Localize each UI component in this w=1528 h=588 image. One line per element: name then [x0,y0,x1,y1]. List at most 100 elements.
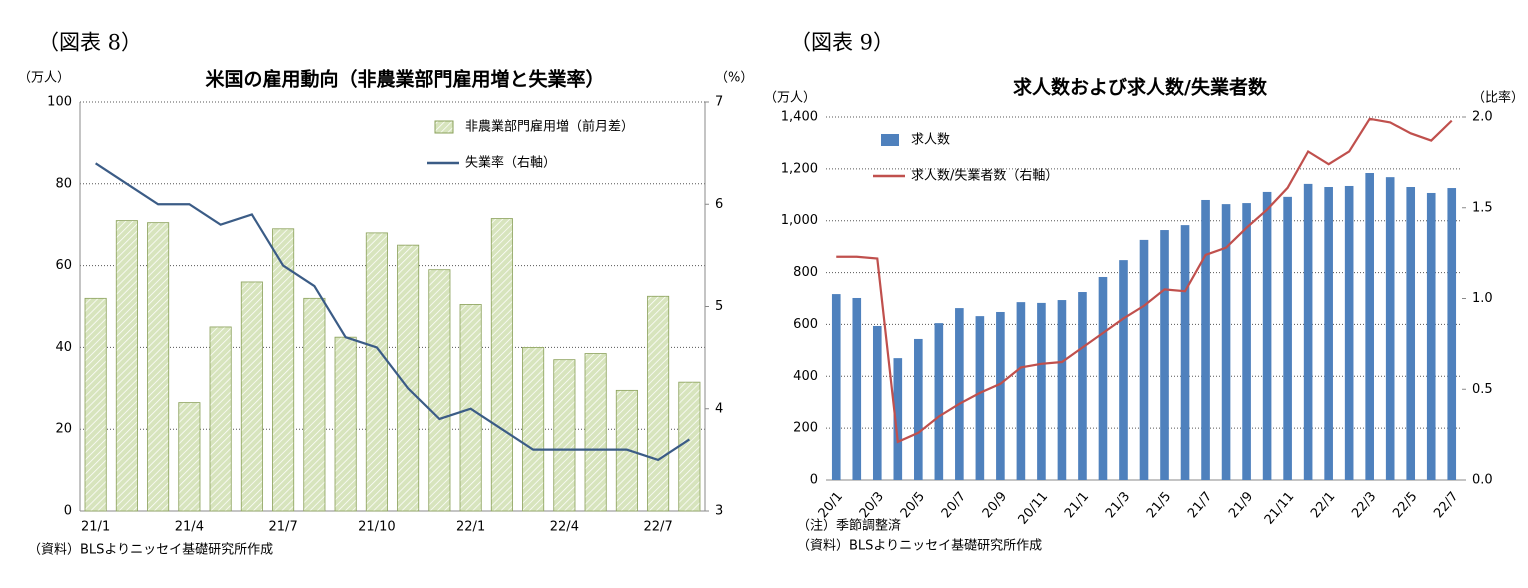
bar [996,311,1005,480]
x-tick-label: 22/1 [1308,489,1338,521]
bar [1221,204,1231,480]
bar [934,323,944,480]
y-tick-label: 600 [793,317,818,332]
bar [397,244,420,512]
x-tick-label: 20/3 [857,489,887,521]
bar [872,325,882,480]
y-tick-label: 20 [55,422,72,437]
x-tick-label: 22/7 [1431,489,1461,521]
y-tick-label: 800 [793,265,818,280]
figure-label: （図表 9） [790,31,894,55]
y-tick-label: 1,200 [781,161,818,176]
x-tick-label: 21/1 [81,520,110,535]
y2-tick-label: 2.0 [1472,110,1493,125]
bar [647,295,670,512]
x-tick-label: 22/1 [456,520,485,535]
y2-tick-label: 6 [715,197,723,212]
x-tick-label: 21/11 [1262,489,1298,527]
bar [334,336,357,512]
bar [115,220,138,512]
bar [1016,302,1026,480]
y2-unit: （%） [715,71,753,86]
bar [178,402,201,512]
bar [1242,203,1251,480]
bar [1201,199,1210,480]
bar [1180,225,1190,480]
x-tick-label: 21/1 [1062,489,1092,521]
x-tick-label: 20/11 [1016,489,1052,527]
bar [1160,230,1169,480]
bar [272,228,295,512]
bar [1057,300,1067,480]
y-tick-label: 200 [793,421,818,436]
bar [584,353,607,512]
bar [1344,185,1354,480]
legend-swatch [434,120,454,134]
y2-tick-label: 1.5 [1472,200,1493,215]
bar [240,281,263,512]
bar [1365,173,1374,480]
chart-title: 米国の雇用動向（非農業部門雇用増と失業率） [205,68,604,91]
line [836,117,1453,444]
legend-label: 非農業部門雇用増（前月差） [465,119,634,135]
line [95,162,690,462]
bar [365,232,388,512]
x-tick-label: 21/4 [175,520,204,535]
y-unit: （万人） [18,71,70,86]
chart-title: 求人数および求人数/失業者数 [1013,76,1268,99]
bar [84,297,107,512]
bar [1385,177,1395,480]
bar [553,359,576,512]
y-tick-label: 400 [793,369,818,384]
y-tick-label: 0 [810,473,818,488]
note: （資料）BLSよりニッセイ基礎研究所作成 [28,543,273,558]
x-tick-label: 21/9 [1226,489,1256,521]
x-tick-label: 20/9 [980,489,1010,521]
y2-tick-label: 3 [715,504,723,519]
x-tick-label: 20/1 [816,489,846,521]
legend-label: 求人数/失業者数（右軸） [911,168,1058,184]
x-tick-label: 22/7 [644,520,673,535]
y-tick-label: 1,000 [781,213,818,228]
bar [1426,192,1436,481]
bar [1447,188,1457,480]
figure-label: （図表 8） [38,31,142,55]
bar [1078,292,1087,480]
bar [490,218,513,512]
y-tick-label: 0 [64,504,72,519]
bar [975,316,985,480]
bar [1262,191,1272,480]
x-tick-label: 21/10 [358,520,395,535]
y-tick-label: 100 [47,95,72,110]
x-tick-label: 22/5 [1390,489,1420,521]
x-tick-label: 20/5 [898,489,928,521]
y2-tick-label: 5 [715,299,723,314]
bar [1139,239,1149,480]
bar [147,222,170,512]
y2-unit: （比率） [1472,90,1524,106]
x-tick-label: 20/7 [939,489,969,521]
bar [1098,276,1108,480]
y-tick-label: 40 [55,340,72,355]
bar [1324,187,1333,480]
x-tick-label: 21/5 [1144,489,1174,521]
bar [303,297,326,512]
legend-label: 失業率（右軸） [465,155,556,171]
legend-swatch [881,134,899,146]
y2-tick-label: 0.0 [1472,473,1493,488]
bar [522,346,545,512]
x-tick-label: 21/3 [1103,489,1133,521]
y2-tick-label: 4 [715,401,723,416]
bar [955,308,964,480]
bar [209,326,232,512]
bar [428,269,451,512]
y2-tick-label: 1.0 [1472,291,1493,306]
bar [1283,196,1292,481]
y-tick-label: 1,400 [781,110,818,125]
x-tick-label: 22/4 [550,520,579,535]
bar [852,297,862,480]
x-tick-label: 21/7 [1185,489,1215,521]
x-tick-label: 21/7 [269,520,298,535]
bar [831,294,841,480]
